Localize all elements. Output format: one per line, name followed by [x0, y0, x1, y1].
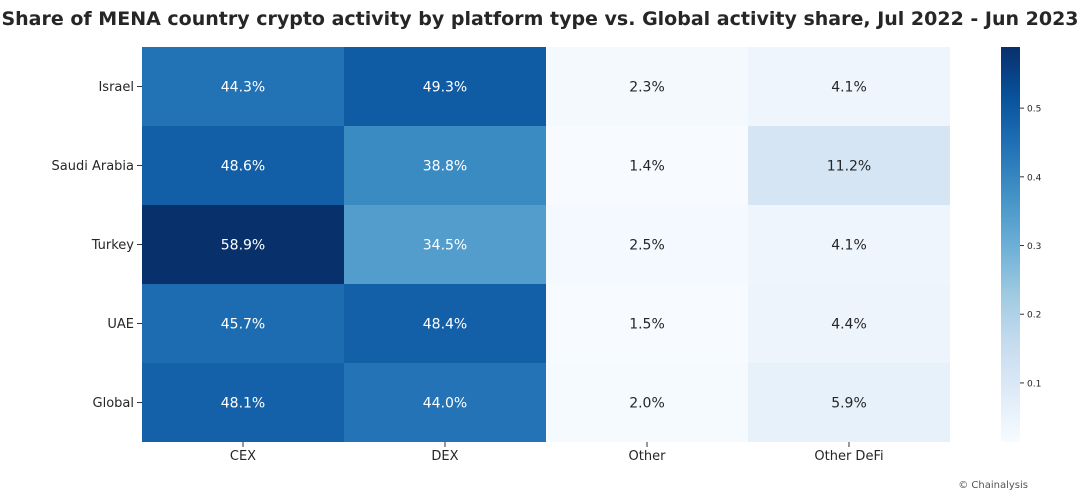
cell-value-label: 48.6%	[221, 159, 265, 175]
y-axis: Israel Saudi Arabia Turkey UAE Global	[52, 80, 142, 411]
heatmap-cells	[142, 47, 950, 442]
y-tick-label: Israel	[98, 80, 134, 95]
heatmap-cell	[142, 205, 344, 284]
cell-value-label: 58.9%	[221, 238, 265, 254]
colorbar-gradient	[1001, 47, 1020, 442]
heatmap-cell	[748, 363, 950, 442]
cell-value-label: 1.4%	[629, 159, 665, 175]
x-axis: CEX DEX Other Other DeFi	[230, 442, 884, 464]
chart-title: Share of MENA country crypto activity by…	[1, 8, 1079, 30]
cell-value-label: 34.5%	[423, 238, 467, 254]
cell-value-label: 38.8%	[423, 159, 467, 175]
y-tick-label: Global	[93, 396, 134, 411]
heatmap-cell	[748, 205, 950, 284]
x-tick-label: Other DeFi	[814, 449, 883, 464]
cell-value-label: 2.0%	[629, 396, 665, 412]
colorbar-tick-label: 0.3	[1027, 242, 1041, 252]
x-tick-label: CEX	[230, 449, 256, 464]
heatmap-cell	[748, 284, 950, 363]
heatmap-cell	[142, 363, 344, 442]
y-tick-label: UAE	[107, 317, 134, 332]
cell-value-label: 11.2%	[827, 159, 871, 175]
cell-value-label: 44.3%	[221, 80, 265, 96]
colorbar: 0.1 0.2 0.3 0.4 0.5	[1001, 47, 1042, 442]
heatmap-cell	[344, 47, 546, 126]
source-credit: © Chainalysis	[958, 480, 1028, 491]
colorbar-tick-label: 0.2	[1027, 311, 1041, 321]
heatmap-cell	[748, 47, 950, 126]
heatmap-cell	[546, 284, 748, 363]
heatmap-cell-labels: 44.3% 49.3% 2.3% 4.1% 48.6% 38.8% 1.4% 11.2% 58.…	[221, 80, 871, 412]
heatmap-cell	[546, 126, 748, 205]
heatmap-cell	[344, 126, 546, 205]
heatmap-cell	[546, 363, 748, 442]
cell-value-label: 2.3%	[629, 80, 665, 96]
heatmap-cell	[344, 284, 546, 363]
heatmap-cell	[142, 47, 344, 126]
cell-value-label: 45.7%	[221, 317, 265, 333]
cell-value-label: 2.5%	[629, 238, 665, 254]
colorbar-tick-label: 0.4	[1027, 173, 1042, 183]
cell-value-label: 4.1%	[831, 80, 867, 96]
cell-value-label: 5.9%	[831, 396, 867, 412]
heatmap-cell	[546, 47, 748, 126]
colorbar-tick-label: 0.1	[1027, 379, 1041, 389]
cell-value-label: 48.4%	[423, 317, 467, 333]
cell-value-label: 1.5%	[629, 317, 665, 333]
heatmap-cell	[546, 205, 748, 284]
y-tick-label: Turkey	[91, 238, 135, 253]
cell-value-label: 4.1%	[831, 238, 867, 254]
x-tick-label: Other	[629, 449, 667, 464]
colorbar-tick-label: 0.5	[1027, 105, 1041, 115]
heatmap-cell	[344, 363, 546, 442]
x-tick-label: DEX	[431, 449, 458, 464]
heatmap-cell	[748, 126, 950, 205]
y-tick-label: Saudi Arabia	[52, 159, 135, 174]
cell-value-label: 4.4%	[831, 317, 867, 333]
cell-value-label: 48.1%	[221, 396, 265, 412]
heatmap-cell	[142, 284, 344, 363]
heatmap-cell	[142, 126, 344, 205]
cell-value-label: 44.0%	[423, 396, 467, 412]
cell-value-label: 49.3%	[423, 80, 467, 96]
heatmap-cell	[344, 205, 546, 284]
